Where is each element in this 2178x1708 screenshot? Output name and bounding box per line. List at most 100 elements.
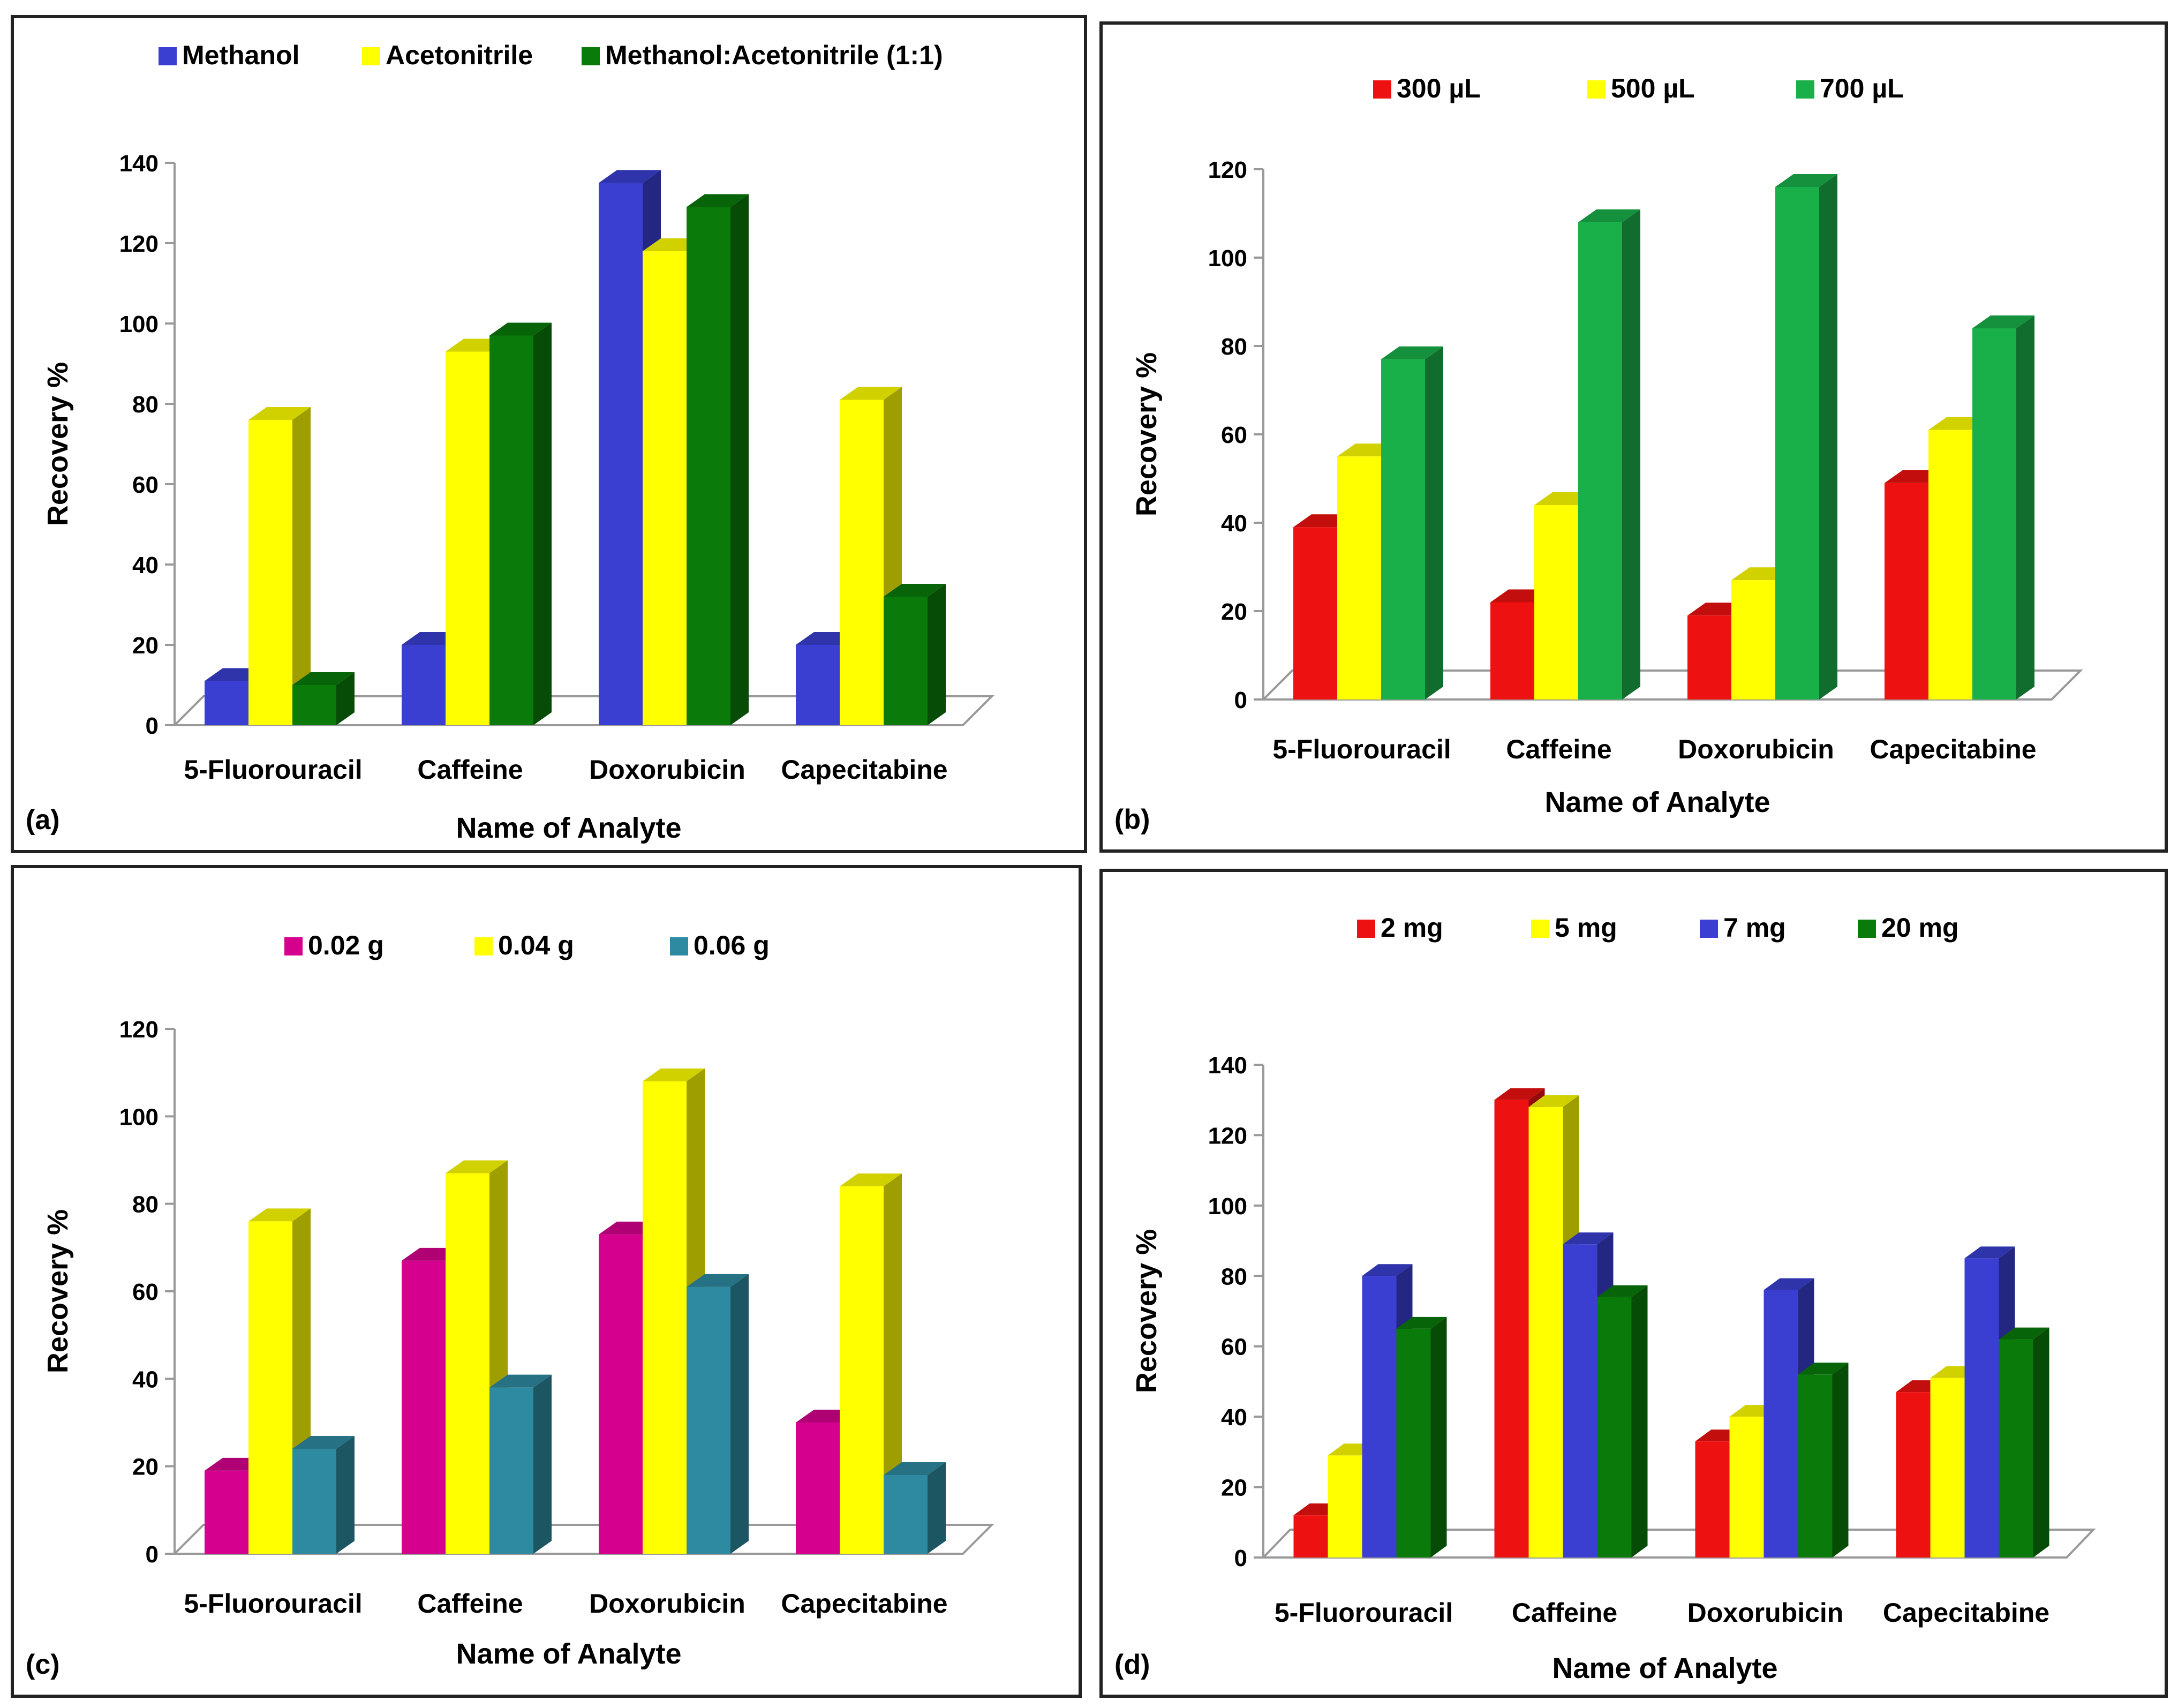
- legend-label: Methanol:Acetonitrile (1:1): [605, 40, 943, 70]
- y-tick-label: 60: [132, 472, 159, 498]
- bar-front: [796, 645, 840, 725]
- legend-swatch: [474, 937, 493, 955]
- bar: [1396, 1316, 1447, 1557]
- bar-top: [1528, 1095, 1579, 1107]
- y-tick-label: 0: [146, 1541, 159, 1568]
- y-tick-label: 80: [1221, 334, 1247, 360]
- bar-front: [446, 351, 489, 725]
- bar: [1798, 1363, 1849, 1557]
- legend-entry: 500 µL: [1587, 73, 1695, 103]
- bar-side: [336, 672, 355, 725]
- x-axis-title: Name of Analyte: [1544, 786, 1770, 818]
- bar-front: [1798, 1374, 1833, 1557]
- legend-label: Acetonitrile: [386, 40, 533, 70]
- y-axis-title: Recovery %: [1131, 1229, 1163, 1393]
- bar-front: [643, 251, 687, 725]
- bar-front: [1494, 1100, 1529, 1557]
- x-tick-label: 5-Fluorouracil: [1272, 734, 1451, 764]
- y-tick-label: 20: [1221, 1475, 1247, 1501]
- y-axis-title: Recovery %: [1131, 352, 1163, 516]
- y-tick-label: 120: [1208, 1123, 1247, 1149]
- y-axis-title: Recovery %: [42, 1209, 74, 1373]
- y-tick-label: 0: [1234, 687, 1247, 713]
- legend-swatch: [284, 937, 303, 955]
- x-tick-label: 5-Fluorouracil: [1275, 1598, 1453, 1628]
- bar-front: [248, 1221, 292, 1554]
- bar-front: [884, 597, 928, 725]
- bar: [248, 407, 311, 725]
- legend-label: 700 µL: [1820, 73, 1904, 103]
- chart-c-svg: 0.02 g 0.04 g 0.06 g 0 20 40 60 80 100 120 5-Fluor…: [42, 930, 994, 1670]
- y-tick-label: 40: [132, 552, 159, 578]
- y-tick-label: 80: [132, 392, 159, 418]
- bar-top: [1999, 1327, 2049, 1340]
- bar-top: [1798, 1363, 1849, 1375]
- bar-side: [533, 322, 552, 725]
- bar-side: [884, 1173, 902, 1554]
- y-tick-label: 20: [132, 1454, 159, 1480]
- y-tick-label: 140: [119, 151, 159, 177]
- bar: [1381, 346, 1443, 699]
- chart-a-svg: Methanol Acetonitrile Methanol:Acetonitril…: [42, 40, 994, 844]
- bar-top: [1396, 1316, 1447, 1329]
- bar-top: [248, 1208, 311, 1222]
- y-tick-label: 60: [132, 1279, 159, 1305]
- y-tick-label: 40: [1221, 1404, 1247, 1431]
- bar-front: [248, 420, 292, 725]
- y-tick-label: 100: [119, 1104, 159, 1130]
- legend-entry: 5 mg: [1531, 913, 1617, 943]
- bar-side: [928, 584, 946, 725]
- bar-top: [1362, 1264, 1413, 1276]
- bar-front: [205, 1470, 248, 1554]
- chart-b-svg: 300 µL 500 µL 700 µL 0 20 40 60 80 100 120 5-Fluor…: [1131, 73, 2083, 818]
- bar-side: [1425, 346, 1443, 699]
- legend-entry: 0.06 g: [670, 930, 770, 960]
- bar-side: [1819, 174, 1837, 699]
- bar-top: [1494, 1088, 1545, 1100]
- legend-swatch: [362, 47, 380, 65]
- x-tick-label: 5-Fluorouracil: [184, 1589, 362, 1619]
- bar-front: [1381, 359, 1425, 699]
- bar-front: [1293, 1515, 1328, 1557]
- bar-front: [489, 1387, 533, 1554]
- bar-top: [1964, 1246, 2015, 1259]
- bar-top: [1763, 1278, 1814, 1290]
- bar-front: [205, 681, 248, 725]
- x-tick-label: 5-Fluorouracil: [184, 755, 362, 785]
- x-tick-label: Doxorubicin: [589, 1589, 745, 1619]
- legend-label: 2 mg: [1381, 913, 1443, 943]
- bar-top: [1578, 209, 1640, 222]
- bar-side: [292, 407, 311, 725]
- bar-front: [1578, 222, 1622, 699]
- legend-entry: 300 µL: [1373, 73, 1481, 103]
- bar-front: [1885, 483, 1928, 699]
- legend-label: 500 µL: [1611, 73, 1695, 103]
- chart-panel-c: 0.02 g 0.04 g 0.06 g 0 20 40 60 80 100 120 5-Fluor…: [11, 865, 1082, 1698]
- bar-front: [402, 1260, 446, 1554]
- panel-label-c: (c): [26, 1649, 60, 1680]
- bar-top: [687, 1274, 749, 1287]
- bar-front: [884, 1475, 928, 1554]
- x-tick-label: Caffeine: [417, 1589, 523, 1619]
- bar: [489, 322, 552, 725]
- bar: [292, 1436, 355, 1554]
- x-axis-title: Name of Analyte: [1552, 1652, 1777, 1684]
- bar-front: [1362, 1276, 1397, 1557]
- bar: [1597, 1285, 1648, 1557]
- x-tick-label: Capecitabine: [781, 1589, 947, 1619]
- y-tick-label: 120: [119, 231, 159, 257]
- bar-front: [1964, 1258, 1999, 1557]
- bar: [884, 584, 946, 725]
- bar: [840, 1173, 902, 1554]
- bar-front: [1999, 1339, 2033, 1557]
- bar-side: [730, 1274, 749, 1554]
- bar-front: [292, 1449, 336, 1554]
- x-tick-label: Caffeine: [417, 755, 523, 785]
- x-tick-label: Caffeine: [1512, 1598, 1617, 1628]
- legend-swatch: [1700, 920, 1718, 938]
- bar: [1972, 315, 2034, 699]
- bar-side: [1622, 209, 1640, 699]
- legend-label: Methanol: [182, 40, 299, 70]
- bar-top: [840, 1173, 902, 1186]
- bar-side: [533, 1374, 552, 1554]
